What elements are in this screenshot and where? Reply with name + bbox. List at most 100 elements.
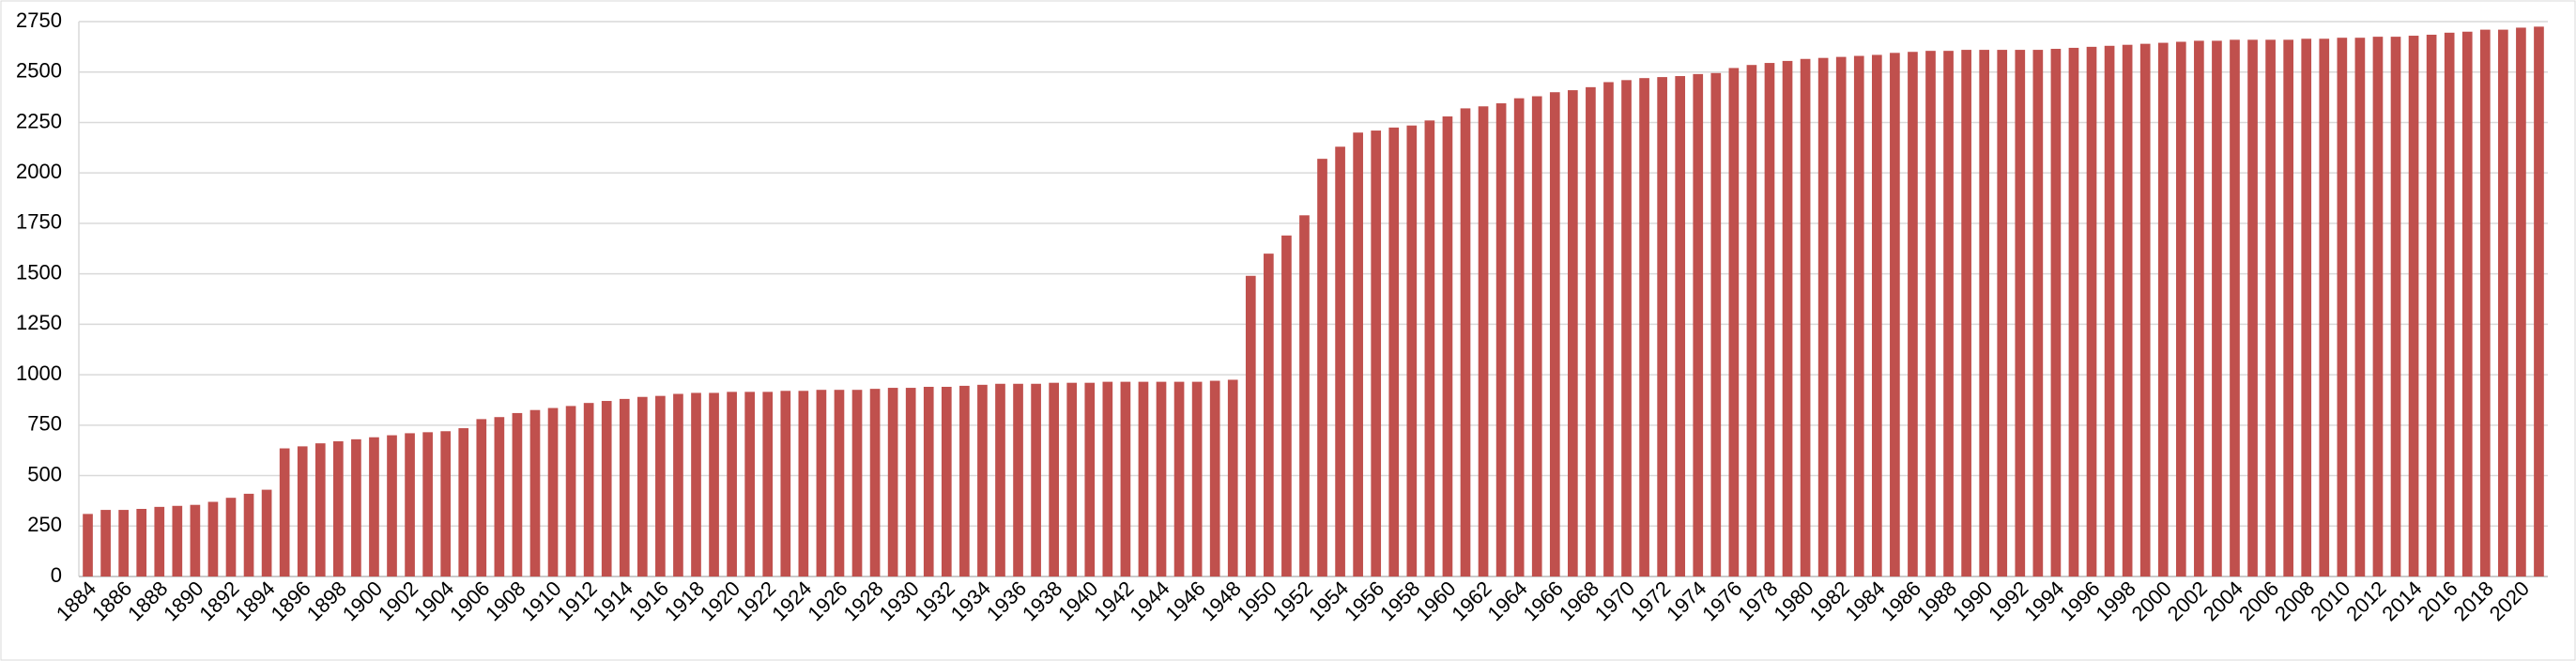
bar bbox=[905, 388, 916, 576]
bar bbox=[1371, 131, 1382, 576]
bar bbox=[2175, 41, 2186, 577]
x-tick-label: 1934 bbox=[946, 576, 995, 625]
bar bbox=[2104, 45, 2115, 577]
bar bbox=[1675, 76, 1686, 576]
x-tick-label: 1970 bbox=[1590, 576, 1639, 625]
bar bbox=[1049, 382, 1059, 576]
bar bbox=[333, 441, 344, 576]
bar bbox=[887, 388, 898, 576]
bar bbox=[1209, 380, 1220, 576]
bar bbox=[1406, 125, 1418, 577]
y-tick-label: 250 bbox=[27, 513, 62, 536]
bar bbox=[1084, 382, 1096, 576]
bar bbox=[851, 390, 863, 576]
bar bbox=[207, 501, 219, 576]
bar bbox=[1817, 57, 1829, 576]
x-tick-label: 2018 bbox=[2449, 576, 2498, 625]
bar bbox=[154, 506, 165, 576]
x-tick-label: 2002 bbox=[2163, 576, 2212, 625]
bar bbox=[1531, 96, 1542, 577]
bar bbox=[2408, 36, 2419, 576]
x-tick-label: 1930 bbox=[875, 576, 924, 625]
bar bbox=[1657, 77, 1667, 577]
bar bbox=[941, 386, 952, 576]
x-tick-label: 1902 bbox=[374, 576, 422, 625]
bar bbox=[959, 385, 970, 576]
bar bbox=[243, 493, 254, 576]
bar bbox=[1979, 50, 1990, 576]
bar bbox=[1388, 127, 1400, 576]
bar bbox=[1764, 63, 1775, 576]
bar bbox=[1442, 116, 1453, 577]
bar bbox=[1102, 381, 1113, 576]
bar bbox=[1138, 381, 1149, 576]
bar bbox=[762, 392, 774, 576]
x-tick-label: 1946 bbox=[1160, 576, 1209, 625]
bar bbox=[1782, 60, 1793, 576]
x-tick-label: 2020 bbox=[2485, 576, 2534, 625]
x-tick-label: 1926 bbox=[803, 576, 851, 625]
bar bbox=[2283, 39, 2293, 577]
x-tick-label: 1972 bbox=[1626, 576, 1675, 625]
x-tick-label: 1924 bbox=[767, 576, 816, 625]
y-tick-label: 2250 bbox=[16, 109, 62, 132]
x-tick-label: 1942 bbox=[1089, 576, 1138, 625]
bar bbox=[297, 446, 308, 576]
bar bbox=[1871, 54, 1882, 576]
bar bbox=[869, 389, 881, 576]
y-tick-label: 1500 bbox=[16, 260, 62, 284]
bar bbox=[2122, 44, 2133, 577]
bar bbox=[1586, 86, 1596, 576]
bar bbox=[636, 396, 648, 576]
x-tick-label: 2016 bbox=[2414, 576, 2462, 625]
x-tick-label: 1904 bbox=[409, 576, 458, 625]
bar bbox=[780, 391, 791, 576]
x-tick-label: 1976 bbox=[1697, 576, 1746, 625]
bar bbox=[1835, 56, 1847, 577]
x-tick-label: 1918 bbox=[660, 576, 709, 625]
bar bbox=[2337, 38, 2348, 576]
bar bbox=[1908, 52, 1918, 576]
bar bbox=[2354, 38, 2366, 576]
x-tick-label: 1908 bbox=[481, 576, 529, 625]
x-tick-label: 1998 bbox=[2091, 576, 2139, 625]
bar bbox=[100, 510, 111, 576]
x-tick-label: 1910 bbox=[516, 576, 565, 625]
x-tick-label: 1948 bbox=[1197, 576, 1246, 625]
x-tick-label: 1888 bbox=[123, 576, 172, 625]
bar bbox=[583, 403, 594, 576]
x-tick-label: 1984 bbox=[1841, 576, 1890, 625]
bar bbox=[673, 393, 683, 576]
bar bbox=[2230, 39, 2240, 577]
bar bbox=[619, 398, 630, 576]
bar bbox=[529, 409, 541, 576]
bar bbox=[601, 401, 612, 576]
bar bbox=[1800, 58, 1811, 577]
bar bbox=[691, 392, 701, 576]
x-tick-label: 2012 bbox=[2341, 576, 2390, 625]
y-tick-label: 1000 bbox=[16, 361, 62, 385]
bar bbox=[2426, 34, 2437, 576]
x-tick-label: 2010 bbox=[2306, 576, 2354, 625]
bar bbox=[2139, 43, 2151, 576]
bar bbox=[83, 514, 93, 576]
x-tick-label: 1986 bbox=[1877, 576, 1925, 625]
bar bbox=[2372, 37, 2384, 577]
bar bbox=[1728, 68, 1740, 577]
bar bbox=[2032, 50, 2044, 576]
x-tick-label: 1964 bbox=[1483, 576, 1532, 625]
bar bbox=[1335, 146, 1345, 576]
x-tick-label: 1966 bbox=[1519, 576, 1568, 625]
bar bbox=[225, 498, 237, 576]
bar bbox=[1890, 53, 1900, 576]
x-tick-label: 1992 bbox=[1984, 576, 2032, 625]
bar bbox=[1961, 50, 1971, 576]
bar bbox=[351, 438, 361, 576]
bar bbox=[816, 390, 827, 576]
bar bbox=[458, 428, 469, 576]
x-tick-label: 1898 bbox=[302, 576, 351, 625]
bar bbox=[995, 383, 1005, 576]
y-tick-label: 2000 bbox=[16, 160, 62, 183]
bar bbox=[1245, 275, 1256, 576]
